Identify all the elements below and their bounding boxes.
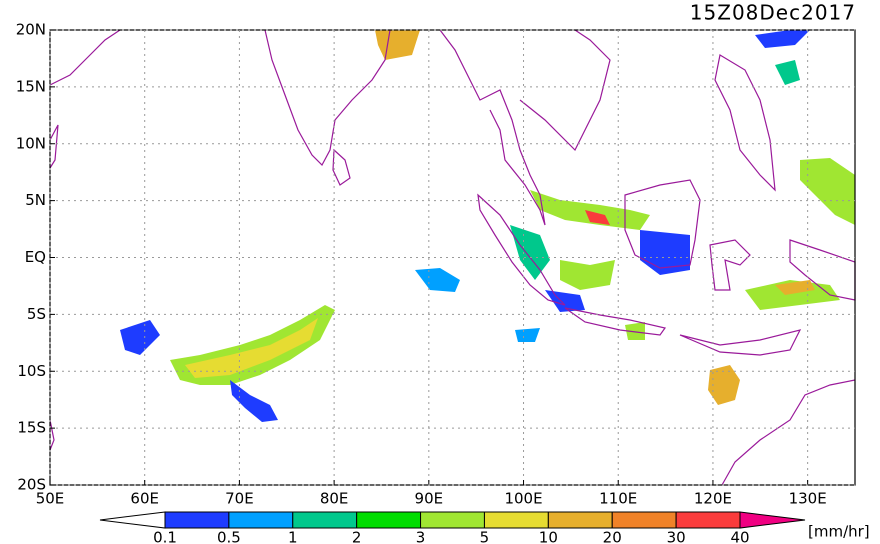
lat-tick-label: 10N (16, 134, 46, 152)
lat-tick-label: 10S (17, 362, 46, 380)
colorbar: [mm/hr] 0.1 0.5 1 2 3 5 10 20 30 40 (99, 511, 870, 544)
colorbar-segment (483, 511, 549, 529)
colorbar-under (99, 511, 166, 529)
lon-tick-label: 120E (694, 490, 732, 508)
colorbar-over (739, 511, 806, 529)
colorbar-label: 10 (539, 529, 558, 544)
colorbar-unit: [mm/hr] (808, 523, 870, 541)
lat-tick-label: 5N (25, 191, 46, 209)
colorbar-label: 0.5 (217, 529, 241, 544)
colorbar-segment (356, 511, 422, 529)
colorbar-label: 30 (667, 529, 686, 544)
colorbar-segment (164, 511, 230, 529)
colorbar-segment (228, 511, 294, 529)
lon-tick-label: 70E (225, 490, 254, 508)
map-title: 15Z08Dec2017 (690, 1, 856, 25)
axes: 50E 60E 70E 80E 90E 100E 110E 120E 130E 20N 15N 10N… (16, 21, 856, 508)
colorbar-label: 3 (416, 529, 426, 544)
colorbar-label: 40 (730, 529, 749, 544)
lon-tick-label: 130E (789, 490, 827, 508)
lon-tick-label: 50E (36, 490, 65, 508)
lat-tick-label: 15N (16, 77, 46, 95)
colorbar-segment (420, 511, 485, 529)
colorbar-segment (675, 511, 741, 529)
lat-tick-label: 20S (17, 476, 46, 494)
lat-tick-label: 5S (27, 305, 46, 323)
lon-tick-label: 110E (599, 490, 637, 508)
colorbar-segment (547, 511, 613, 529)
precipitation-field (120, 30, 855, 422)
colorbar-label: 2 (352, 529, 362, 544)
colorbar-label: 0.1 (153, 529, 177, 544)
coastlines (49, 29, 856, 486)
lon-tick-label: 90E (415, 490, 444, 508)
lon-tick-label: 60E (130, 490, 159, 508)
lat-tick-label: 20N (16, 21, 46, 39)
lat-tick-label: EQ (25, 248, 46, 266)
colorbar-segment (611, 511, 677, 529)
lat-tick-label: 15S (17, 419, 46, 437)
lon-tick-label: 100E (504, 490, 542, 508)
colorbar-segment (292, 511, 358, 529)
colorbar-label: 20 (603, 529, 622, 544)
colorbar-label: 1 (288, 529, 298, 544)
lon-tick-label: 80E (320, 490, 349, 508)
colorbar-label: 5 (480, 529, 490, 544)
